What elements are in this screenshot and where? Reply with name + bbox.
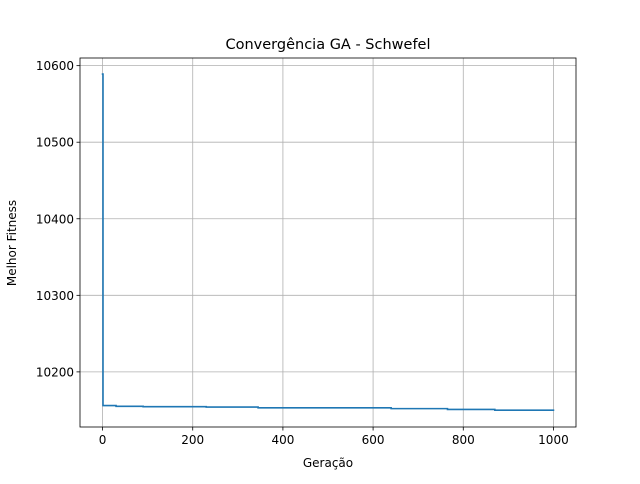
y-tick-label: 10600 xyxy=(36,59,74,73)
fitness-series-line xyxy=(101,73,555,411)
grid-lines xyxy=(80,58,576,427)
y-tick-label: 10300 xyxy=(36,289,74,303)
x-tick-label: 400 xyxy=(271,433,294,447)
plot-frame xyxy=(79,57,577,428)
axis-ticks: 0 200 400 600 800 1000 10200 10300 10400 10500 106… xyxy=(36,59,569,447)
series-layer xyxy=(101,73,555,411)
y-tick-label: 10400 xyxy=(36,212,74,226)
x-axis-label: Geração xyxy=(303,456,353,470)
x-tick-label: 1000 xyxy=(538,433,569,447)
x-tick-label: 200 xyxy=(181,433,204,447)
x-tick-label: 600 xyxy=(362,433,385,447)
x-tick-label: 0 xyxy=(99,433,107,447)
y-tick-label: 10200 xyxy=(36,365,74,379)
y-axis-label: Melhor Fitness xyxy=(5,200,19,286)
chart-title: Convergência GA - Schwefel xyxy=(225,37,430,53)
y-tick-label: 10500 xyxy=(36,136,74,150)
x-tick-label: 800 xyxy=(452,433,475,447)
